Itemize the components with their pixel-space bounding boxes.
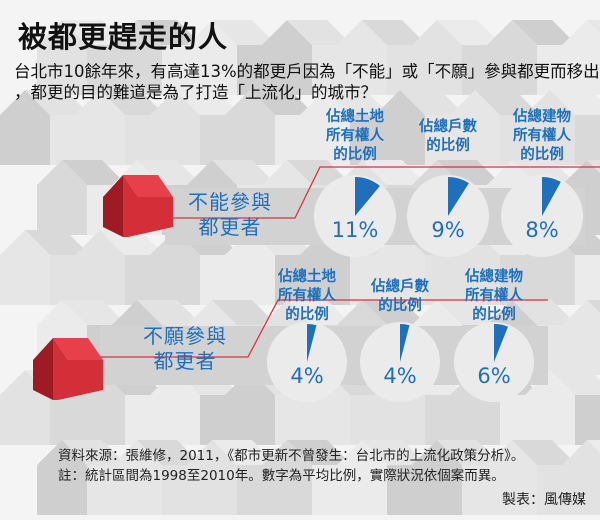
pie-slice [355,177,380,216]
subtitle-line-1: 台北市10餘年來，有高達13%的都更戶因為「不能」或「不願」參與都更而移出 [14,62,600,81]
category-label: 佔總建物所有權人的比例 [492,108,592,165]
house-icon [33,338,103,400]
category-label: 佔總土地所有權人的比例 [305,108,405,165]
pie-value-label: 4% [290,364,324,388]
pie-slice [494,324,508,362]
category-label-line: 的比例 [426,138,470,154]
category-label: 佔總土地所有權人的比例 [257,268,357,325]
category-label-line: 所有權人 [465,288,523,304]
pie-value-label: 8% [525,218,559,242]
house-shape [337,20,427,95]
pie-value-label: 11% [331,218,379,242]
category-label-line: 的比例 [520,147,564,163]
category-label-line: 所有權人 [326,128,384,144]
connector-line [173,166,600,219]
house-shape [525,370,600,445]
group-label-line: 不能參與 [188,190,272,214]
group-label-line: 都更者 [153,349,217,373]
category-label-line: 的比例 [378,298,422,314]
category-label-line: 所有權人 [278,288,336,304]
house-shape [562,440,600,515]
pie-slice [448,177,469,216]
pie-value-label: 9% [431,218,465,242]
house-shape [375,90,465,165]
pie-slice [307,324,317,362]
page-title: 被都更趕走的人 [18,20,229,54]
pie-slice [400,324,410,362]
credit: 製表：風傳媒 [502,492,586,508]
pie-value-label: 6% [477,364,511,388]
footnote-source: 資料來源：張維修，2011，《都市更新不曾發生：台北市的上流化政策分析》。 [58,448,525,464]
category-label-line: 佔總土地 [278,269,336,285]
house-shape [525,90,600,165]
category-label-line: 所有權人 [513,128,571,144]
category-label-line: 佔總土地 [326,109,384,125]
house-shape [0,230,90,305]
pie-slice [542,177,561,216]
subtitle-line-2: ，都更的目的難道是為了打造「上流化」的城市？ [14,83,377,102]
category-label-line: 的比例 [472,307,516,323]
category-label-line: 的比例 [333,147,377,163]
connector-line [100,299,548,358]
category-label-line: 佔總建物 [465,269,523,285]
group-label-line: 都更者 [198,215,262,239]
house-shape [412,440,502,515]
category-label-line: 佔總戶數 [419,119,477,135]
footnote-note: 註：統計區間為1998至2010年。數字為平均比例，實際狀況依個案而異。 [58,468,505,484]
category-label: 佔總建物所有權人的比例 [444,268,544,325]
group-label-line: 不願參與 [143,324,227,348]
category-label: 佔總戶數 的比例 [350,278,450,316]
house-shape [562,300,600,375]
category-label-line: 佔總建物 [513,109,571,125]
house-shape [562,20,600,95]
category-label-line: 的比例 [285,307,329,323]
category-label: 佔總戶數 的比例 [398,118,498,156]
group-label: 不能參與 都更者 [188,190,272,240]
pie-value-label: 4% [383,364,417,388]
house-icon [103,175,173,237]
category-label-line: 佔總戶數 [371,279,429,295]
group-label: 不願參與 都更者 [143,324,227,374]
